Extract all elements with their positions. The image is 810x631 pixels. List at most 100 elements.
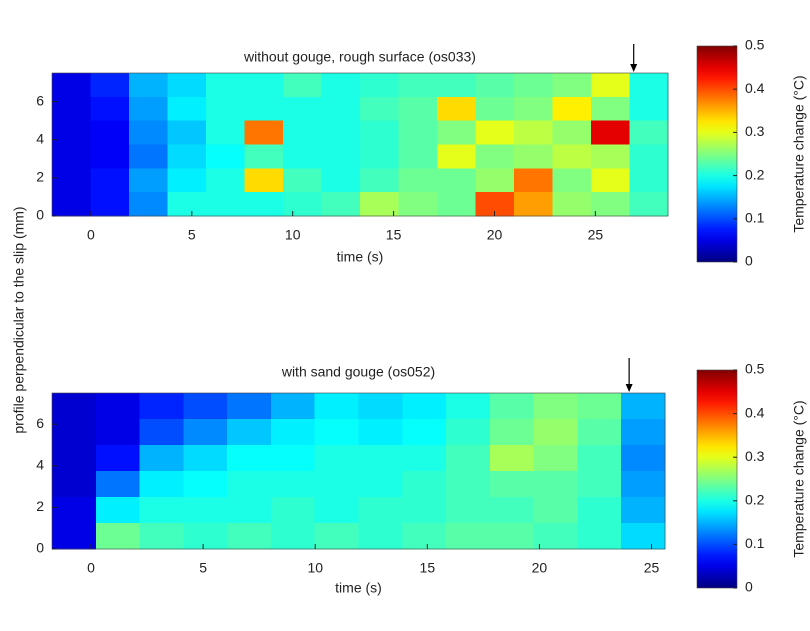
heatmap-cell <box>168 121 207 145</box>
heatmap-cell <box>446 497 490 524</box>
heatmap-cell <box>227 393 271 420</box>
heatmap-cell <box>490 497 534 524</box>
heatmap-cell <box>183 393 227 420</box>
heatmap-cell <box>437 121 476 145</box>
heatmap-cell <box>476 192 515 216</box>
heatmap-cell <box>446 471 490 498</box>
heatmap-cell <box>621 497 665 524</box>
heatmap-cell <box>402 471 446 498</box>
heatmap-cell <box>437 145 476 169</box>
heatmap-cell <box>283 121 322 145</box>
heatmap-cell <box>206 121 245 145</box>
heatmap-cell <box>271 419 315 446</box>
heatmap-cell <box>183 445 227 472</box>
heatmap-cell <box>534 497 578 524</box>
heatmap-cell <box>402 523 446 550</box>
colorbar-tick-label: 0 <box>745 579 753 595</box>
heatmap-cell <box>437 97 476 121</box>
heatmap-cell <box>360 121 399 145</box>
colorbar <box>697 46 737 262</box>
heatmap-cell <box>360 97 399 121</box>
heatmap-cell <box>52 168 91 192</box>
heatmap-cell <box>315 497 359 524</box>
y-tick-label: 4 <box>36 130 44 146</box>
x-tick-label: 20 <box>487 227 503 243</box>
heatmap-cell <box>553 145 592 169</box>
heatmap-cell <box>476 73 515 97</box>
heatmap-cell <box>490 471 534 498</box>
heatmap-cell <box>402 497 446 524</box>
heatmap-cell <box>206 168 245 192</box>
heatmap-cell <box>402 419 446 446</box>
heatmap-cell <box>91 73 130 97</box>
heatmap-cell <box>322 168 361 192</box>
colorbar-tick-label: 0.5 <box>745 361 765 377</box>
x-axis-label: time (s) <box>335 580 382 596</box>
heatmap-cell <box>315 523 359 550</box>
heatmap-cell <box>476 145 515 169</box>
heatmap-cell <box>553 168 592 192</box>
heatmap-cell <box>315 393 359 420</box>
heatmap-cell <box>140 523 184 550</box>
heatmap-cell <box>206 145 245 169</box>
heatmap-cell <box>96 419 140 446</box>
colorbar-tick-label: 0.4 <box>745 80 765 96</box>
arrow-head <box>630 64 637 72</box>
heatmap-cell <box>283 97 322 121</box>
heatmap-cell <box>514 145 553 169</box>
heatmap-cell <box>140 497 184 524</box>
heatmap-cell <box>129 145 168 169</box>
heatmap-cell <box>577 445 621 472</box>
heatmap-cell <box>183 497 227 524</box>
heatmap-cell <box>283 73 322 97</box>
colorbar-label: Temperature change (°C) <box>791 75 807 232</box>
heatmap-cell <box>591 192 630 216</box>
y-tick-label: 2 <box>36 498 44 514</box>
heatmap-cell <box>446 419 490 446</box>
heatmap-cell <box>476 168 515 192</box>
heatmap-cell <box>168 168 207 192</box>
heatmap-cell <box>621 523 665 550</box>
colorbar-tick-label: 0.1 <box>745 535 765 551</box>
heatmap-cell <box>577 523 621 550</box>
heatmap-cell <box>446 523 490 550</box>
heatmap-cell <box>591 97 630 121</box>
heatmap-cell <box>183 419 227 446</box>
heatmap-cell <box>553 121 592 145</box>
heatmap-cell <box>577 471 621 498</box>
heatmap-cell <box>591 168 630 192</box>
heatmap-cell <box>621 393 665 420</box>
heatmap-cell <box>96 393 140 420</box>
x-tick-label: 25 <box>644 560 660 576</box>
heatmap-cell <box>577 497 621 524</box>
heatmap-cell <box>630 168 669 192</box>
heatmap-cell <box>514 192 553 216</box>
heatmap-cell <box>52 419 96 446</box>
heatmap-cell <box>206 73 245 97</box>
heatmap-cell <box>621 445 665 472</box>
heatmap-cell <box>283 145 322 169</box>
y-tick-label: 6 <box>36 415 44 431</box>
heatmap-cell <box>630 192 669 216</box>
heatmap-cell <box>359 523 403 550</box>
heatmap-cell <box>129 121 168 145</box>
heatmap-cell <box>52 73 91 97</box>
heatmap-cell <box>577 419 621 446</box>
heatmap-cell <box>52 121 91 145</box>
heatmap-cell <box>168 192 207 216</box>
heatmap-cell <box>360 145 399 169</box>
heatmap-cell <box>630 121 669 145</box>
x-tick-label: 25 <box>588 227 604 243</box>
heatmap-cell <box>96 471 140 498</box>
x-tick-label: 0 <box>87 227 95 243</box>
heatmap-cell <box>359 497 403 524</box>
heatmap-cell <box>227 445 271 472</box>
x-tick-label: 15 <box>420 560 436 576</box>
heatmap-cell <box>227 523 271 550</box>
heatmap-cell <box>402 445 446 472</box>
heatmap-cell <box>245 145 284 169</box>
heatmap-cell <box>168 73 207 97</box>
heatmap-cell <box>183 523 227 550</box>
heatmap-cell <box>322 145 361 169</box>
heatmap-cell <box>140 471 184 498</box>
